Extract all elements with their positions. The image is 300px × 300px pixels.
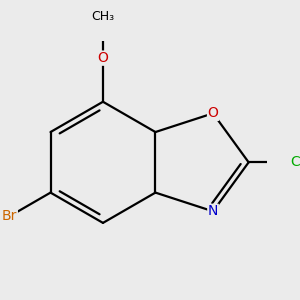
Text: CH₃: CH₃: [92, 11, 115, 23]
Text: O: O: [98, 51, 108, 65]
Text: O: O: [208, 106, 218, 120]
Text: N: N: [208, 204, 218, 218]
Text: Br: Br: [2, 209, 17, 223]
Text: Cl: Cl: [290, 155, 300, 169]
